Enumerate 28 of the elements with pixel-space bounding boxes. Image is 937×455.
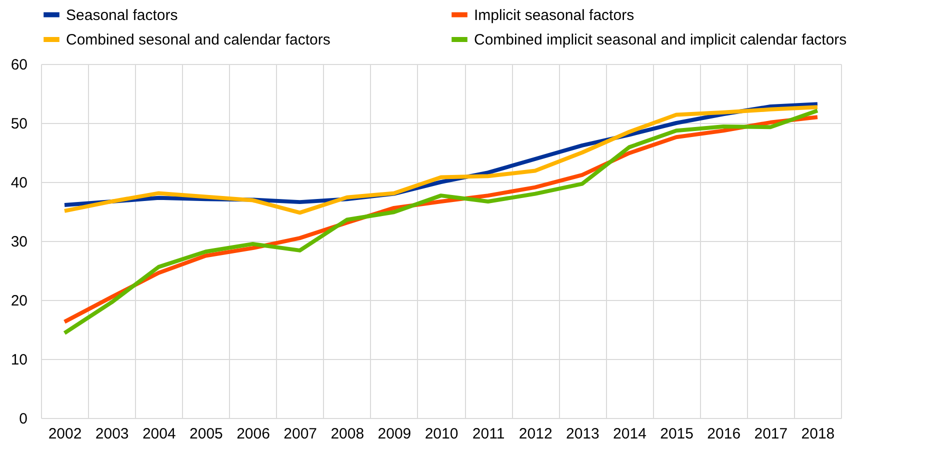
x-tick-label: 2009 (378, 426, 412, 442)
x-tick-label: 2012 (518, 426, 552, 442)
x-tick-label: 2007 (284, 426, 318, 442)
x-tick-label: 2017 (754, 426, 788, 442)
y-tick-label: 20 (10, 292, 28, 310)
x-tick-label: 2004 (142, 426, 176, 442)
y-tick-label: 50 (10, 116, 28, 132)
x-tick-label: 2002 (48, 426, 82, 442)
x-tick-label: 2015 (660, 426, 694, 442)
x-tick-label: 2005 (190, 426, 223, 442)
x-tick-label: 2008 (330, 426, 364, 442)
y-tick-label: 60 (10, 56, 28, 74)
x-tick-label: 2010 (424, 426, 458, 442)
x-tick-label: 2013 (566, 426, 600, 442)
x-tick-label: 2003 (95, 426, 129, 442)
x-tick-label: 2016 (707, 426, 741, 442)
y-tick-label: 0 (19, 410, 28, 428)
legend-label: Implicit seasonal factors (474, 6, 634, 24)
legend-label: Combined implicit seasonal and implicit calendar factors (474, 32, 847, 48)
y-tick-label: 10 (10, 352, 28, 368)
x-tick-label: 2018 (801, 426, 835, 442)
legend-label: Seasonal factors (66, 6, 178, 24)
y-tick-label: 30 (10, 234, 28, 250)
y-tick-label: 40 (10, 174, 28, 192)
x-tick-label: 2006 (236, 426, 270, 442)
legend-label: Combined sesonal and calendar factors (66, 32, 330, 48)
x-tick-label: 2014 (613, 426, 646, 442)
x-tick-label: 2011 (472, 426, 505, 442)
